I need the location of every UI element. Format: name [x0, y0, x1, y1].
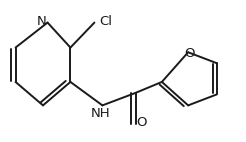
Text: Cl: Cl	[99, 14, 112, 28]
Text: O: O	[136, 116, 147, 129]
Text: O: O	[184, 47, 195, 59]
Text: NH: NH	[90, 107, 110, 120]
Text: N: N	[37, 14, 47, 28]
